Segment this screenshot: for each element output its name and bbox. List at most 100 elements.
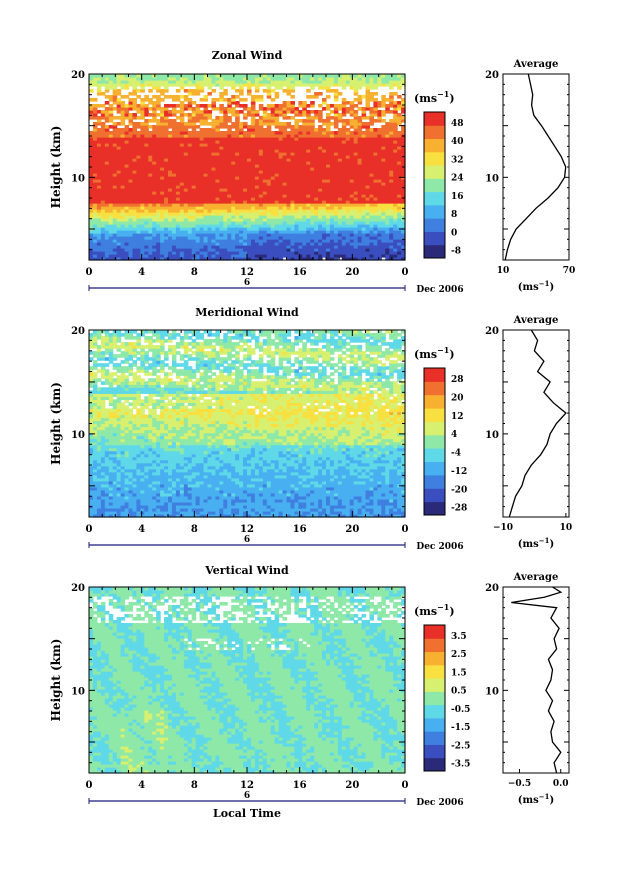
meridional-cell xyxy=(302,504,307,509)
zonal-cell xyxy=(361,239,367,243)
zonal-cell xyxy=(104,158,110,162)
zonal-cell xyxy=(227,119,232,123)
zonal-cell xyxy=(207,242,213,246)
zonal-cell xyxy=(239,125,244,129)
meridional-cell xyxy=(369,513,374,518)
zonal-cell xyxy=(128,230,134,234)
meridional-cell xyxy=(108,507,114,512)
zonal-cell xyxy=(199,110,205,114)
zonal-cell xyxy=(298,113,303,117)
zonal-cell xyxy=(136,206,141,210)
zonal-cell xyxy=(254,83,260,87)
zonal-cell xyxy=(397,119,402,123)
zonal-cell xyxy=(314,161,319,165)
zonal-cell xyxy=(349,203,355,207)
zonal-cell xyxy=(219,80,224,84)
zonal-cell xyxy=(175,116,181,120)
zonal-cell xyxy=(318,140,323,144)
zonal-cell xyxy=(353,233,359,237)
zonal-cell xyxy=(112,125,118,129)
zonal-cell xyxy=(258,212,264,216)
zonal-cell xyxy=(270,188,276,192)
zonal-cell xyxy=(239,146,244,150)
zonal-cell xyxy=(385,203,390,207)
meridional-cell xyxy=(211,507,216,512)
zonal-cell xyxy=(124,161,130,165)
zonal-cell xyxy=(262,110,268,114)
meridional-cell xyxy=(314,513,319,518)
zonal-cell xyxy=(148,77,153,81)
zonal-cell xyxy=(152,80,157,84)
zonal-cell xyxy=(92,98,98,102)
zonal-cell xyxy=(345,137,351,141)
zonal-cell xyxy=(262,122,268,126)
zonal-cell xyxy=(341,194,347,198)
zonal-cell xyxy=(401,128,406,132)
zonal-cell xyxy=(294,224,299,228)
zonal-cell xyxy=(369,245,374,249)
zonal-cell xyxy=(385,164,390,168)
zonal-cell xyxy=(357,149,363,153)
zonal-cell xyxy=(401,170,406,174)
zonal-cell xyxy=(100,143,106,147)
zonal-cell xyxy=(140,89,145,93)
zonal-cell xyxy=(322,137,327,141)
meridional-cell xyxy=(100,510,106,515)
zonal-cell xyxy=(89,245,94,249)
zonal-cell xyxy=(377,230,382,234)
zonal-cell xyxy=(247,137,252,141)
zonal-cell xyxy=(314,239,319,243)
zonal-cell xyxy=(254,110,260,114)
meridional-cell xyxy=(282,507,288,512)
zonal-cell xyxy=(160,149,165,153)
zonal-cell xyxy=(191,197,197,201)
zonal-cell xyxy=(337,218,343,222)
zonal-cell xyxy=(329,212,335,216)
zonal-cell xyxy=(306,251,311,255)
zonal-cell xyxy=(302,101,307,105)
zonal-cell xyxy=(92,164,98,168)
zonal-cell xyxy=(318,116,323,120)
zonal-cell xyxy=(393,179,398,183)
zonal-cell xyxy=(203,77,209,81)
zonal-cell xyxy=(298,203,303,207)
zonal-cell xyxy=(116,134,122,138)
zonal-cell xyxy=(112,251,118,255)
zonal-cell xyxy=(168,131,173,135)
meridional-cell xyxy=(100,507,106,512)
zonal-cell xyxy=(203,236,209,240)
zonal-cell xyxy=(92,155,98,159)
zonal-cell xyxy=(179,74,185,78)
zonal-cell xyxy=(369,128,374,132)
zonal-cell xyxy=(175,122,181,126)
zonal-cell xyxy=(108,200,114,204)
zonal-cell xyxy=(112,242,118,246)
zonal-cell xyxy=(96,116,102,120)
zonal-cell xyxy=(243,152,248,156)
zonal-cell xyxy=(128,92,134,96)
zonal-cell xyxy=(389,245,394,249)
zonal-cell xyxy=(389,206,394,210)
zonal-cell xyxy=(270,164,276,168)
zonal-cell xyxy=(341,206,347,210)
zonal-cell xyxy=(326,122,331,126)
zonal-cell xyxy=(254,176,260,180)
zonal-cell xyxy=(337,206,343,210)
meridional-cell xyxy=(148,504,153,509)
zonal-cell xyxy=(243,80,248,84)
zonal-cell xyxy=(270,215,276,219)
zonal-cell xyxy=(247,209,252,213)
zonal-cell xyxy=(306,215,311,219)
zonal-cell xyxy=(278,167,284,171)
zonal-cell xyxy=(152,230,157,234)
zonal-cell xyxy=(318,218,323,222)
zonal-cell xyxy=(247,74,252,78)
zonal-cell xyxy=(116,143,122,147)
zonal-cell xyxy=(326,245,331,249)
zonal-cell xyxy=(171,107,177,111)
meridional-cell xyxy=(254,504,260,509)
zonal-cell xyxy=(333,248,339,252)
zonal-cell xyxy=(361,77,367,81)
zonal-cell xyxy=(401,209,406,213)
zonal-cell xyxy=(326,89,331,93)
